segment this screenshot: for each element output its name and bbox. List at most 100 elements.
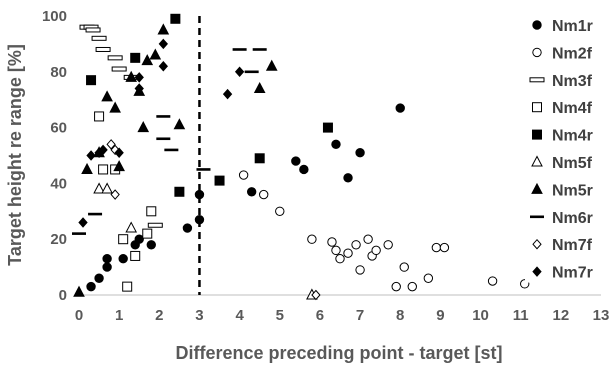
data-point (110, 189, 120, 200)
data-point (95, 46, 111, 52)
legend-item-background (525, 151, 615, 173)
data-point (156, 115, 171, 118)
y-tick-label: 80 (50, 64, 67, 81)
legend-item-nm7r: Nm7r (525, 260, 615, 283)
legend-marker (529, 77, 545, 83)
legend-item-nm7f: Nm7f (525, 233, 615, 256)
legend-item-background (525, 68, 615, 91)
legend-item-nm5f: Nm5f (525, 151, 615, 173)
data-point (265, 59, 278, 71)
data-point (383, 240, 393, 250)
data-point (134, 234, 144, 244)
series-nm2f (238, 170, 530, 292)
data-point (134, 72, 144, 83)
data-point (102, 262, 112, 272)
x-tick-label: 7 (356, 307, 364, 324)
data-point (355, 148, 365, 158)
legend-label: Nm5f (552, 155, 593, 172)
y-tick-label: 60 (50, 120, 67, 137)
series-nm7f (106, 139, 321, 301)
x-tick-label: 11 (513, 307, 529, 324)
legend-item-nm2f: Nm2f (525, 41, 615, 64)
data-point (355, 265, 365, 275)
series-nm5r (73, 23, 278, 297)
legend-item-nm3f: Nm3f (525, 68, 615, 91)
data-point (156, 137, 171, 141)
data-point (259, 189, 269, 200)
data-point (130, 250, 141, 261)
data-point (81, 162, 93, 174)
data-point (252, 48, 267, 51)
data-point (331, 139, 341, 150)
data-point (114, 147, 124, 158)
data-point (102, 254, 112, 264)
legend-item-nm5r: Nm5r (525, 178, 615, 201)
legend-marker (531, 155, 543, 167)
legend-item-nm4r: Nm4r (525, 123, 615, 146)
data-point (311, 289, 321, 301)
legend-item-background (525, 178, 615, 201)
data-point (72, 232, 86, 235)
series-nm7r (78, 38, 245, 228)
y-tick-label: 0 (59, 287, 67, 304)
legend-item-background (525, 14, 615, 36)
data-point (307, 234, 317, 244)
data-point (125, 221, 138, 233)
series-nm6r (72, 48, 267, 235)
legend-item-background (525, 205, 615, 228)
data-point (157, 23, 170, 35)
data-point (232, 48, 247, 51)
data-point (431, 242, 442, 253)
data-point (137, 121, 150, 133)
data-point (322, 122, 333, 133)
data-point (246, 187, 257, 197)
legend-label: Nm1r (552, 18, 593, 35)
data-point (164, 148, 179, 152)
data-point (423, 273, 434, 283)
data-point (94, 111, 105, 122)
x-tick-label: 6 (316, 307, 324, 324)
series-nm1r (86, 103, 405, 292)
y-tick-label: 40 (50, 175, 67, 192)
legend-label: Nm2f (552, 45, 593, 62)
data-point (86, 75, 97, 86)
x-tick-label: 9 (436, 307, 444, 324)
data-point (158, 38, 168, 50)
data-point (343, 173, 353, 183)
data-point (234, 66, 245, 78)
data-point (118, 254, 128, 264)
legend-label: Nm7r (552, 265, 593, 282)
data-point (94, 273, 104, 283)
legend-label: Nm4r (552, 128, 593, 145)
legend-marker (532, 102, 542, 113)
x-tick-label: 4 (235, 307, 244, 324)
data-point (111, 66, 127, 72)
legend-label: Nm3f (552, 73, 593, 90)
data-point (331, 245, 341, 256)
data-point (91, 35, 107, 41)
data-point (351, 240, 361, 250)
data-point (98, 144, 108, 156)
data-point (214, 175, 225, 186)
data-point (291, 156, 301, 166)
data-point (86, 150, 96, 161)
data-point (73, 285, 85, 297)
data-point (222, 88, 233, 100)
data-point (106, 139, 116, 150)
data-point (142, 228, 153, 239)
x-tick-label: 0 (75, 307, 83, 324)
data-point (101, 90, 113, 102)
data-point (343, 248, 353, 258)
y-axis-title: Target height re range [%] (5, 44, 25, 266)
data-point (149, 48, 162, 60)
legend-item-background (525, 260, 615, 283)
data-point (391, 281, 401, 292)
series-nm4r (86, 13, 333, 197)
x-tick-label: 13 (593, 307, 610, 324)
series-nm3f (79, 24, 163, 228)
x-tick-label: 1 (115, 307, 123, 324)
data-point (363, 234, 373, 244)
x-tick-label: 5 (276, 307, 284, 324)
